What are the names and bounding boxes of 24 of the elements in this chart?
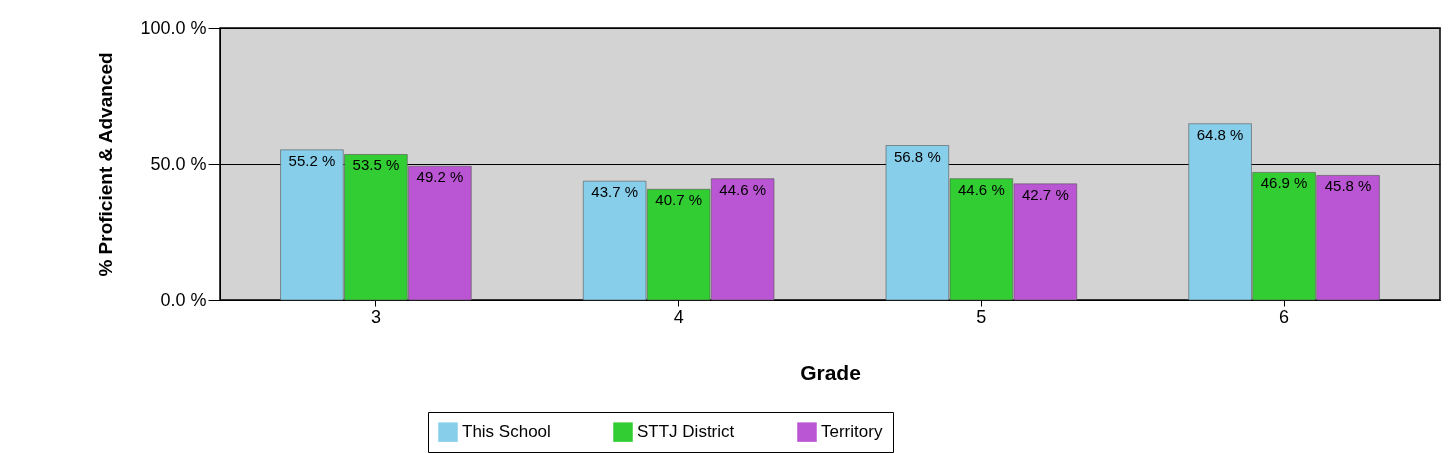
data-label: 49.2 %: [416, 168, 464, 186]
legend-label: This School: [462, 422, 551, 442]
x-axis-title: Grade: [800, 360, 861, 384]
data-label: 55.2 %: [288, 151, 336, 169]
data-label: 45.8 %: [1324, 177, 1372, 195]
x-tick-label: 4: [673, 306, 684, 327]
y-tick-label: 0.0 %: [160, 289, 207, 310]
data-label: 64.8 %: [1196, 125, 1244, 143]
data-label: 42.7 %: [1022, 185, 1069, 203]
data-label: 44.6 %: [719, 180, 766, 198]
legend-label: STTJ District: [637, 422, 735, 442]
x-tick-label: 6: [1279, 306, 1290, 327]
y-tick-label: 100.0 %: [140, 17, 207, 38]
y-tick-label: 50.0 %: [150, 153, 207, 174]
data-label: 53.5 %: [352, 156, 400, 174]
x-tick-label: 3: [370, 306, 381, 327]
y-axis-title: % Proficient & Advanced: [95, 52, 117, 277]
data-label: 40.7 %: [655, 191, 702, 209]
data-label: 46.9 %: [1260, 174, 1308, 192]
x-tick-label: 5: [976, 306, 987, 327]
legend-label: Territory: [821, 422, 883, 442]
data-label: 43.7 %: [591, 183, 638, 201]
data-label: 56.8 %: [894, 147, 941, 165]
data-label: 44.6 %: [958, 180, 1005, 198]
